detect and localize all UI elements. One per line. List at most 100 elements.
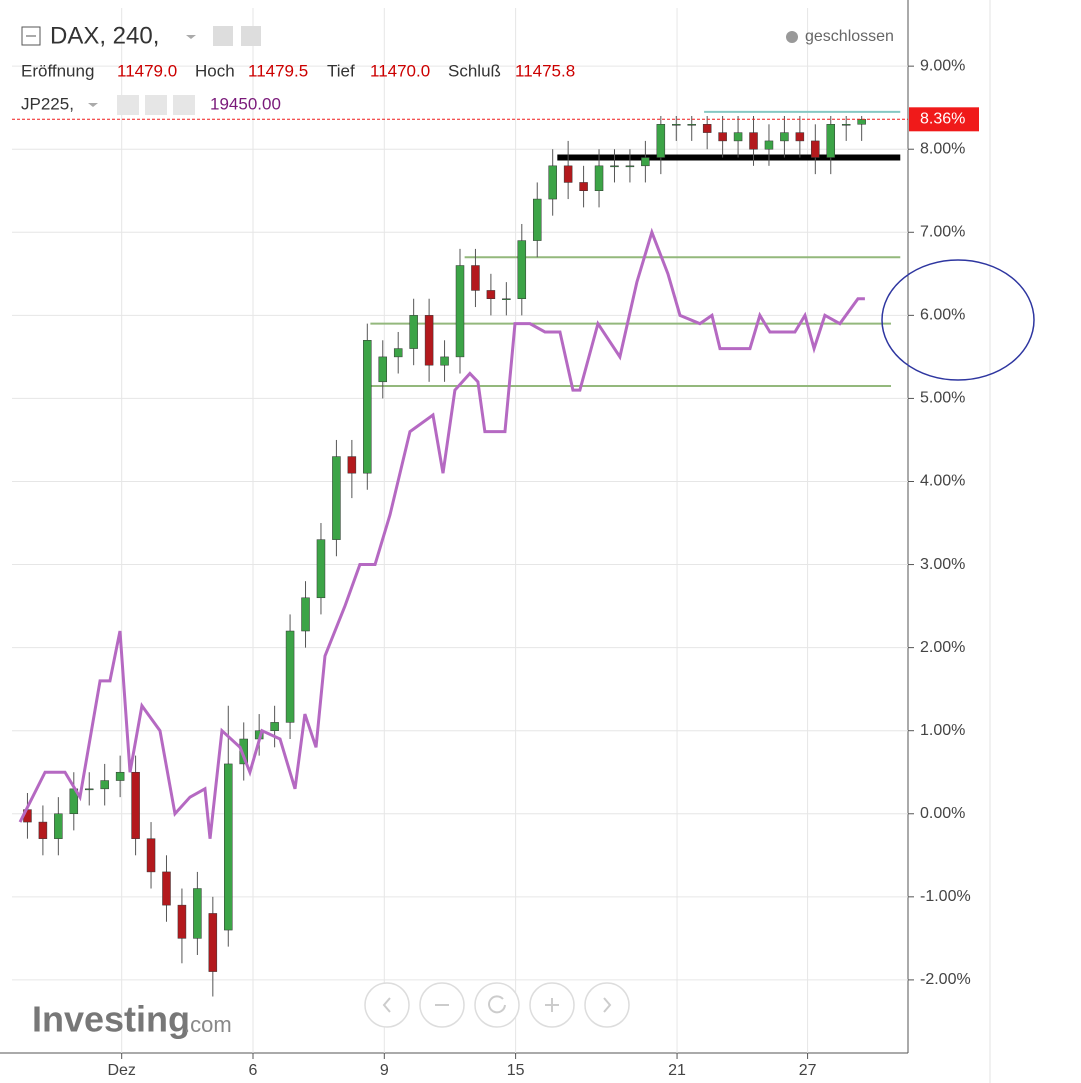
icon bbox=[382, 997, 391, 1013]
candle-body bbox=[455, 265, 465, 358]
candle-body bbox=[471, 265, 480, 291]
ohlc-value: 11470.0 bbox=[370, 61, 430, 80]
candle-body bbox=[363, 340, 372, 474]
settings-button[interactable] bbox=[213, 26, 233, 46]
candle-body bbox=[502, 298, 511, 300]
candle-body bbox=[285, 630, 295, 723]
candle-body bbox=[115, 771, 125, 781]
y-tick-label: 9.00% bbox=[920, 57, 965, 74]
dropdown-icon[interactable] bbox=[186, 35, 196, 39]
candle-body bbox=[193, 888, 202, 939]
candle-body bbox=[332, 456, 341, 540]
collapse-button[interactable] bbox=[21, 26, 41, 46]
candle-body bbox=[409, 315, 418, 349]
y-tick-label: 5.00% bbox=[920, 390, 965, 407]
ohlc-label: Hoch bbox=[195, 61, 235, 80]
compare-line bbox=[18, 227, 865, 839]
candle-body bbox=[610, 165, 619, 168]
candle-body bbox=[162, 871, 171, 906]
icon bbox=[603, 997, 612, 1013]
candle-body bbox=[517, 240, 527, 299]
compare-button[interactable] bbox=[117, 95, 139, 115]
y-tick-label: 2.00% bbox=[920, 639, 965, 656]
y-tick-label: 0.00% bbox=[920, 805, 965, 822]
x-tick-label: 21 bbox=[668, 1062, 686, 1079]
status-dot bbox=[786, 31, 798, 43]
ohlc-label: Eröffnung bbox=[21, 61, 94, 80]
y-tick-label: 3.00% bbox=[920, 556, 965, 573]
x-tick-label: 27 bbox=[799, 1062, 817, 1079]
candle-body bbox=[84, 788, 94, 791]
reset[interactable] bbox=[474, 982, 520, 1028]
zoom-toolbar bbox=[364, 982, 630, 1028]
watermark-suffix: .com bbox=[184, 1012, 232, 1037]
candle-body bbox=[625, 165, 635, 168]
y-tick-label: 8.00% bbox=[920, 140, 965, 157]
icon bbox=[545, 998, 559, 1012]
candle-body bbox=[857, 119, 866, 125]
candle-body bbox=[780, 132, 789, 142]
scroll-left[interactable] bbox=[364, 982, 410, 1028]
candle-body bbox=[177, 904, 187, 939]
zoom-icons bbox=[382, 995, 612, 1014]
compare-value: 19450.00 bbox=[210, 94, 281, 113]
candle-body bbox=[100, 780, 109, 790]
watermark-brand: Investing bbox=[32, 999, 190, 1040]
compare-symbol: JP225, bbox=[21, 94, 74, 113]
grid bbox=[12, 8, 914, 1059]
candle-body bbox=[811, 140, 820, 158]
candle-body bbox=[224, 763, 233, 931]
compare-close[interactable] bbox=[173, 95, 195, 115]
candle-body bbox=[316, 539, 326, 599]
candle-body bbox=[301, 597, 310, 632]
candle-body bbox=[378, 356, 388, 383]
candle-body bbox=[656, 124, 666, 158]
candle-body bbox=[563, 165, 573, 183]
candle-body bbox=[486, 290, 496, 299]
candle-body bbox=[424, 315, 434, 366]
candle-body bbox=[38, 821, 48, 839]
y-tick-label: 1.00% bbox=[920, 722, 965, 739]
icon bbox=[488, 995, 506, 1014]
candle-body bbox=[131, 771, 140, 839]
candle-body bbox=[239, 738, 248, 765]
ohlc-value: 11479.0 bbox=[117, 61, 177, 80]
candle-body bbox=[393, 348, 403, 358]
y-tick-label: 7.00% bbox=[920, 224, 965, 241]
candle-body bbox=[641, 157, 650, 167]
candle-body bbox=[795, 132, 805, 142]
candle-body bbox=[702, 124, 712, 133]
y-tick-label: -1.00% bbox=[920, 888, 971, 905]
candle-body bbox=[347, 456, 357, 474]
candle-body bbox=[440, 356, 449, 366]
status: geschlossen bbox=[805, 28, 894, 45]
candle-body bbox=[548, 165, 557, 200]
ohlc-label: Schluß bbox=[448, 61, 501, 80]
candle-body bbox=[749, 132, 758, 150]
candle-body bbox=[718, 132, 727, 142]
candle-body bbox=[270, 722, 279, 731]
settings-button[interactable] bbox=[241, 26, 261, 46]
candle-body bbox=[841, 124, 851, 126]
highlight-ellipse bbox=[881, 259, 1035, 381]
y-tick-label: -2.00% bbox=[920, 971, 971, 988]
x-tick-label: 15 bbox=[507, 1062, 525, 1079]
y-tick-label: 4.00% bbox=[920, 473, 965, 490]
candle-body bbox=[208, 913, 218, 972]
last-price-label: 8.36% bbox=[920, 111, 965, 128]
candle-body bbox=[826, 124, 836, 158]
candle-body bbox=[579, 182, 588, 192]
candle-body bbox=[532, 198, 542, 241]
ohlc-value: 11475.8 bbox=[515, 61, 575, 80]
dropdown-icon[interactable] bbox=[88, 103, 98, 107]
x-tick-label: 9 bbox=[380, 1062, 389, 1079]
compare-button[interactable] bbox=[145, 95, 167, 115]
marks bbox=[12, 110, 908, 997]
scroll-right[interactable] bbox=[584, 982, 630, 1028]
y-tick-label: 6.00% bbox=[920, 307, 965, 324]
last-price-tag bbox=[909, 107, 979, 132]
candle-body bbox=[54, 813, 63, 839]
